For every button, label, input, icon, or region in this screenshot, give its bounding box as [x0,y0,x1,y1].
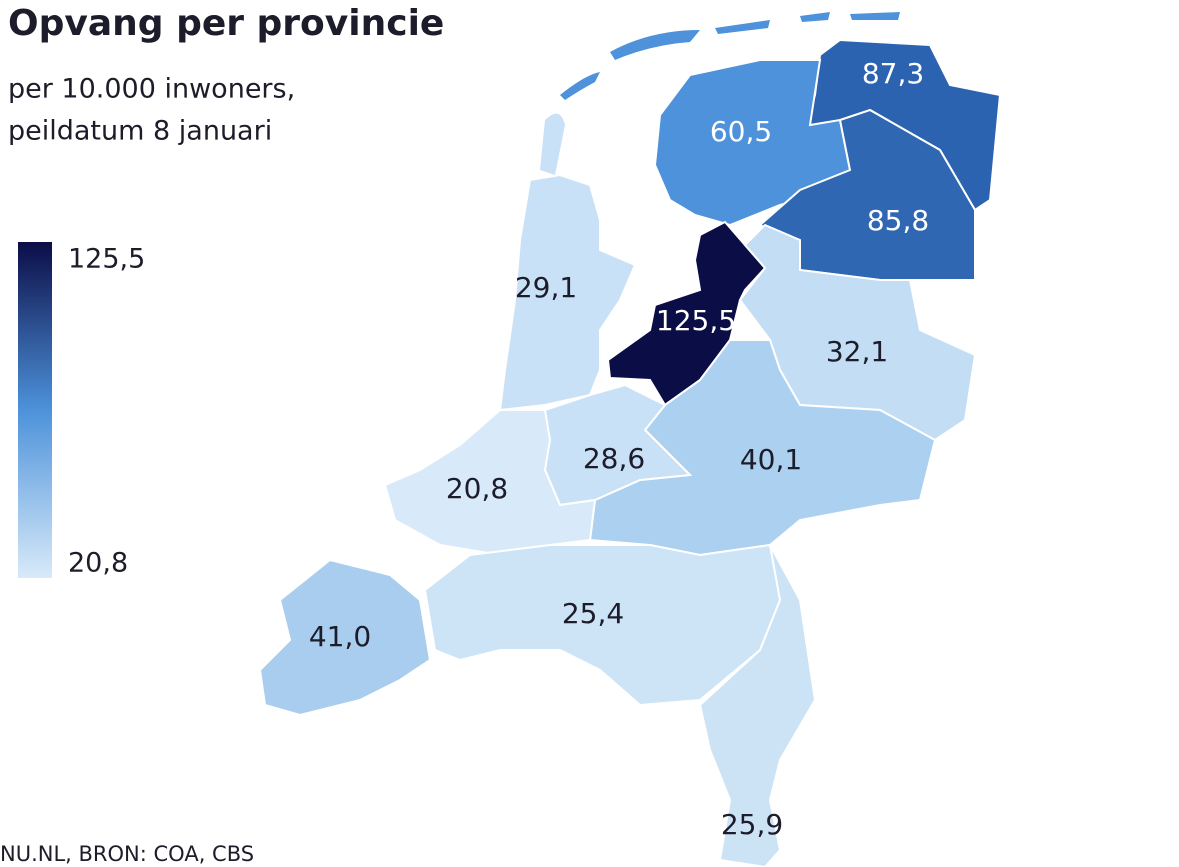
legend-bar [18,242,52,578]
value-label: 20,8 [446,472,508,505]
value-label: 25,9 [721,808,783,841]
value-label: 87,3 [862,57,924,90]
island [540,113,565,175]
province [258,558,432,717]
province [498,173,637,412]
value-label: 32,1 [826,335,888,368]
value-label: 41,0 [309,620,371,653]
value-label: 125,5 [656,304,736,337]
island [800,12,830,22]
legend-label: 125,5 [68,244,145,275]
islands [560,12,900,100]
island [610,30,700,60]
province [423,543,782,707]
value-label: 40,1 [740,443,802,476]
subtitle: per 10.000 inwoners, [8,74,295,105]
value-label: 60,5 [710,115,772,148]
title: Opvang per provincie [8,3,444,44]
value-label: 28,6 [583,442,645,475]
island [715,20,770,34]
value-label: 25,4 [562,597,624,630]
island [850,12,900,20]
island [560,72,600,100]
source: NU.NL, BRON: COA, CBS [0,842,254,866]
province [698,544,817,867]
subtitle: peildatum 8 januari [8,116,272,147]
value-label: 85,8 [867,204,929,237]
province [606,220,767,407]
value-label: 29,1 [515,271,577,304]
legend-label: 20,8 [68,548,128,579]
